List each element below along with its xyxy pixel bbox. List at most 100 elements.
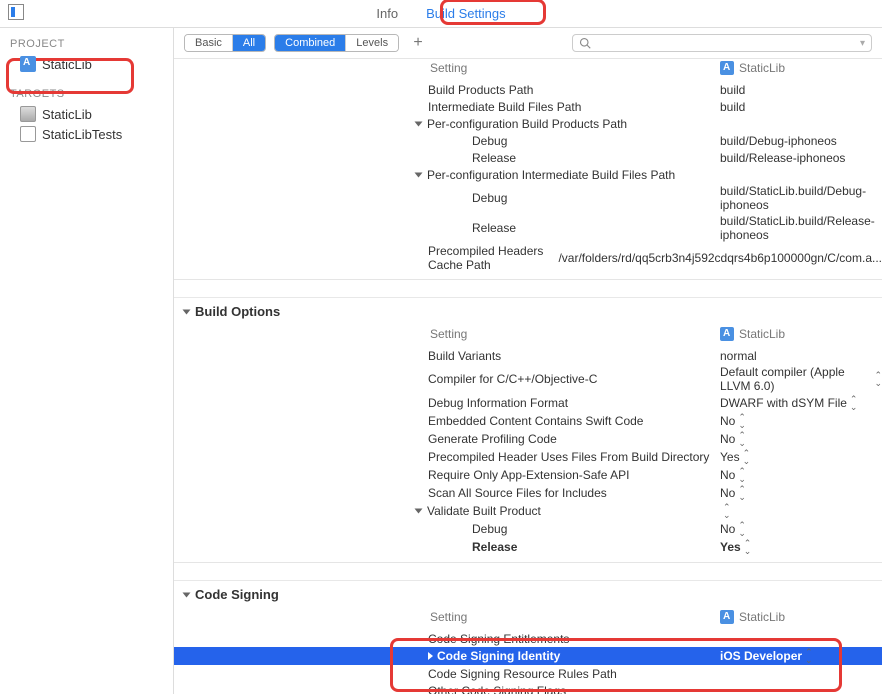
setting-row[interactable]: Per-configuration Build Products Path (174, 115, 882, 132)
popup-indicator-icon: ⌃⌄ (738, 431, 746, 447)
sidebar-project-item[interactable]: StaticLib (0, 54, 173, 74)
setting-label: Release (174, 221, 720, 235)
setting-value[interactable]: build (720, 100, 882, 114)
setting-row[interactable]: Debugbuild/StaticLib.build/Debug-iphoneo… (174, 183, 882, 213)
disclosure-triangle[interactable] (183, 309, 191, 314)
popup-indicator-icon: ⌃⌄ (738, 485, 746, 501)
setting-label: Validate Built Product (174, 504, 720, 518)
setting-row[interactable]: DebugNo⌃⌄ (174, 520, 882, 538)
section-build-options[interactable]: Build Options (174, 297, 882, 325)
tests-icon (20, 126, 36, 142)
setting-value[interactable]: Default compiler (Apple LLVM 6.0)⌃⌄ (720, 365, 882, 393)
setting-value[interactable]: No⌃⌄ (720, 431, 882, 447)
project-icon (20, 56, 36, 72)
view-combined[interactable]: Combined (275, 35, 346, 51)
search-dropdown-icon[interactable]: ▾ (860, 38, 865, 49)
sidebar-targets-label: TARGETS (0, 84, 173, 104)
highlight-code-signing (390, 638, 842, 692)
search-input[interactable] (595, 37, 860, 49)
setting-value[interactable]: Yes⌃⌄ (720, 449, 882, 465)
popup-indicator-icon: ⌃⌄ (743, 449, 751, 465)
sidebar-target-label: StaticLibTests (42, 127, 122, 142)
setting-row[interactable]: Per-configuration Intermediate Build Fil… (174, 166, 882, 183)
setting-row[interactable]: Intermediate Build Files Pathbuild (174, 98, 882, 115)
setting-row[interactable]: Debugbuild/Debug-iphoneos (174, 132, 882, 149)
setting-label: Debug (174, 191, 720, 205)
disclosure-triangle[interactable] (183, 592, 191, 597)
popup-indicator-icon: ⌃⌄ (850, 395, 858, 411)
target-icon (20, 106, 36, 122)
sidebar-project-label: PROJECT (0, 34, 173, 54)
setting-row[interactable]: Require Only App-Extension-Safe APINo⌃⌄ (174, 466, 882, 484)
sidebar-target-item[interactable]: StaticLibTests (0, 124, 173, 144)
column-setting: Setting (174, 610, 720, 624)
setting-label: Release (174, 540, 720, 554)
setting-label: Compiler for C/C++/Objective-C (174, 372, 720, 386)
disclosure-triangle[interactable] (415, 509, 423, 514)
disclosure-triangle[interactable] (415, 121, 423, 126)
disclosure-triangle[interactable] (415, 172, 423, 177)
setting-row[interactable]: Build Products Pathbuild (174, 81, 882, 98)
popup-indicator-icon: ⌃⌄ (738, 413, 746, 429)
setting-value[interactable]: normal (720, 349, 882, 363)
setting-value[interactable]: /var/folders/rd/qq5crb3n4j592cdqrs4b6p10… (558, 251, 882, 265)
top-tab-bar: Info Build Settings (0, 0, 882, 28)
sidebar-target-item[interactable]: StaticLib (0, 104, 173, 124)
add-button[interactable]: + (407, 34, 429, 52)
scope-basic[interactable]: Basic (185, 35, 233, 51)
setting-label: Precompiled Headers Cache Path (174, 244, 558, 272)
popup-indicator-icon: ⌃⌄ (738, 521, 746, 537)
project-icon (720, 327, 734, 341)
setting-row[interactable]: Releasebuild/Release-iphoneos (174, 149, 882, 166)
settings-content: SettingStaticLibBuild Products Pathbuild… (174, 59, 882, 694)
setting-value[interactable]: Yes⌃⌄ (720, 539, 882, 555)
scope-all[interactable]: All (233, 35, 265, 51)
setting-value[interactable]: No⌃⌄ (720, 467, 882, 483)
setting-label: Debug (174, 134, 720, 148)
section-code-signing[interactable]: Code Signing (174, 580, 882, 608)
setting-row[interactable]: Generate Profiling CodeNo⌃⌄ (174, 430, 882, 448)
setting-row[interactable]: Scan All Source Files for IncludesNo⌃⌄ (174, 484, 882, 502)
setting-value[interactable]: ⌃⌄ (720, 503, 882, 519)
setting-row[interactable]: Compiler for C/C++/Objective-CDefault co… (174, 364, 882, 394)
setting-value[interactable]: build/Release-iphoneos (720, 151, 882, 165)
setting-label: Embedded Content Contains Swift Code (174, 414, 720, 428)
setting-label: Build Variants (174, 349, 720, 363)
tab-info[interactable]: Info (362, 2, 412, 25)
search-field[interactable]: ▾ (572, 34, 872, 52)
setting-value[interactable]: DWARF with dSYM File⌃⌄ (720, 395, 882, 411)
setting-value[interactable]: No⌃⌄ (720, 485, 882, 501)
view-segment: Combined Levels (274, 34, 399, 52)
setting-row[interactable]: Releasebuild/StaticLib.build/Release-iph… (174, 213, 882, 243)
setting-row[interactable]: ReleaseYes⌃⌄ (174, 538, 882, 556)
setting-label: Release (174, 151, 720, 165)
setting-label: Debug (174, 522, 720, 536)
sidebar-toggle-icon[interactable] (8, 4, 24, 20)
setting-value[interactable]: No⌃⌄ (720, 521, 882, 537)
setting-value[interactable]: build/StaticLib.build/Release-iphoneos (720, 214, 882, 242)
setting-label: Generate Profiling Code (174, 432, 720, 446)
column-target: StaticLib (720, 61, 785, 75)
popup-indicator-icon: ⌃⌄ (874, 371, 882, 387)
settings-toolbar: Basic All Combined Levels + ▾ (174, 28, 882, 59)
setting-row[interactable]: Validate Built Product⌃⌄ (174, 502, 882, 520)
setting-row[interactable]: Precompiled Header Uses Files From Build… (174, 448, 882, 466)
setting-value[interactable]: build/Debug-iphoneos (720, 134, 882, 148)
setting-value[interactable]: build (720, 83, 882, 97)
project-icon (720, 61, 734, 75)
setting-row[interactable]: Debug Information FormatDWARF with dSYM … (174, 394, 882, 412)
scope-segment: Basic All (184, 34, 266, 52)
popup-indicator-icon: ⌃⌄ (744, 539, 752, 555)
column-target: StaticLib (720, 327, 785, 341)
setting-label: Per-configuration Intermediate Build Fil… (174, 168, 720, 182)
setting-label: Intermediate Build Files Path (174, 100, 720, 114)
setting-row[interactable]: Precompiled Headers Cache Path/var/folde… (174, 243, 882, 273)
setting-label: Build Products Path (174, 83, 720, 97)
setting-value[interactable]: build/StaticLib.build/Debug-iphoneos (720, 184, 882, 212)
project-icon (720, 610, 734, 624)
setting-label: Require Only App-Extension-Safe API (174, 468, 720, 482)
setting-value[interactable]: No⌃⌄ (720, 413, 882, 429)
setting-row[interactable]: Embedded Content Contains Swift CodeNo⌃⌄ (174, 412, 882, 430)
view-levels[interactable]: Levels (346, 35, 398, 51)
setting-row[interactable]: Build Variantsnormal (174, 347, 882, 364)
